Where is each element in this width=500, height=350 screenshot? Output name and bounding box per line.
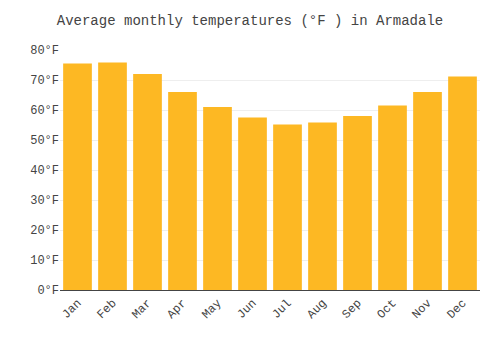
svg-text:Jun: Jun (234, 297, 259, 322)
svg-text:60°F: 60°F (30, 104, 59, 118)
svg-text:May: May (199, 297, 224, 322)
svg-text:Jul: Jul (269, 297, 294, 322)
svg-text:0°F: 0°F (37, 284, 59, 298)
svg-text:70°F: 70°F (30, 74, 59, 88)
svg-text:Dec: Dec (444, 297, 469, 322)
svg-text:Apr: Apr (164, 297, 189, 322)
svg-text:80°F: 80°F (30, 44, 59, 58)
svg-text:Average monthly temperatures (: Average monthly temperatures (°F ) in Ar… (57, 13, 443, 29)
svg-text:Sep: Sep (339, 297, 364, 322)
svg-text:Oct: Oct (374, 297, 399, 322)
svg-text:Mar: Mar (129, 297, 154, 322)
svg-text:Nov: Nov (409, 297, 434, 322)
svg-text:20°F: 20°F (30, 224, 59, 238)
svg-text:50°F: 50°F (30, 134, 59, 148)
svg-text:Aug: Aug (304, 297, 329, 322)
svg-text:Feb: Feb (94, 297, 119, 322)
svg-text:40°F: 40°F (30, 164, 59, 178)
svg-text:30°F: 30°F (30, 194, 59, 208)
svg-text:Jan: Jan (59, 297, 84, 322)
svg-text:10°F: 10°F (30, 254, 59, 268)
